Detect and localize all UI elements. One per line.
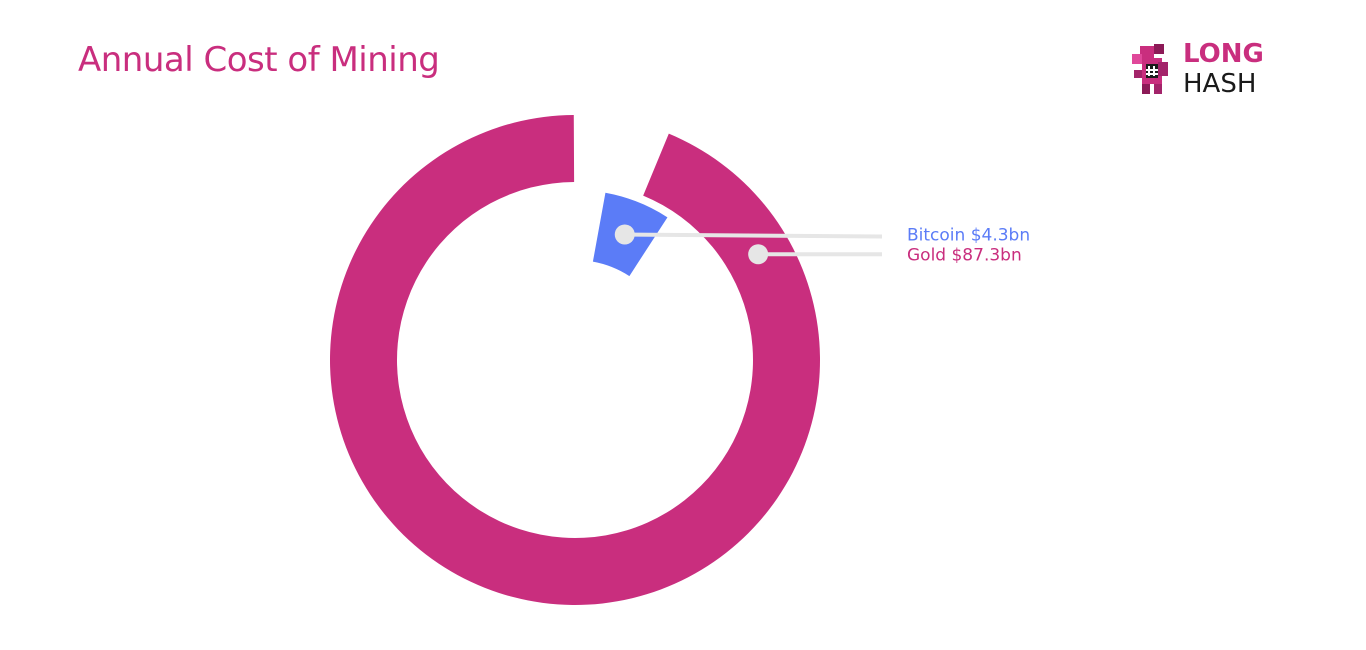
bitcoin-label: Bitcoin $4.3bn [907, 226, 1030, 246]
gold-slice [330, 115, 820, 606]
logo-word-hash: HASH [1183, 69, 1257, 99]
gold-label: Gold $87.3bn [907, 245, 1022, 265]
logo-word-long: LONG [1183, 39, 1264, 69]
pixel-dragon-icon [1132, 44, 1168, 94]
gold-marker-dot [748, 244, 769, 265]
longhash-logo: LONG HASH [1128, 40, 1288, 104]
bitcoin-marker-dot [614, 224, 635, 245]
bitcoin-leader-line [624, 232, 883, 239]
page-title: Annual Cost of Mining [78, 40, 440, 80]
